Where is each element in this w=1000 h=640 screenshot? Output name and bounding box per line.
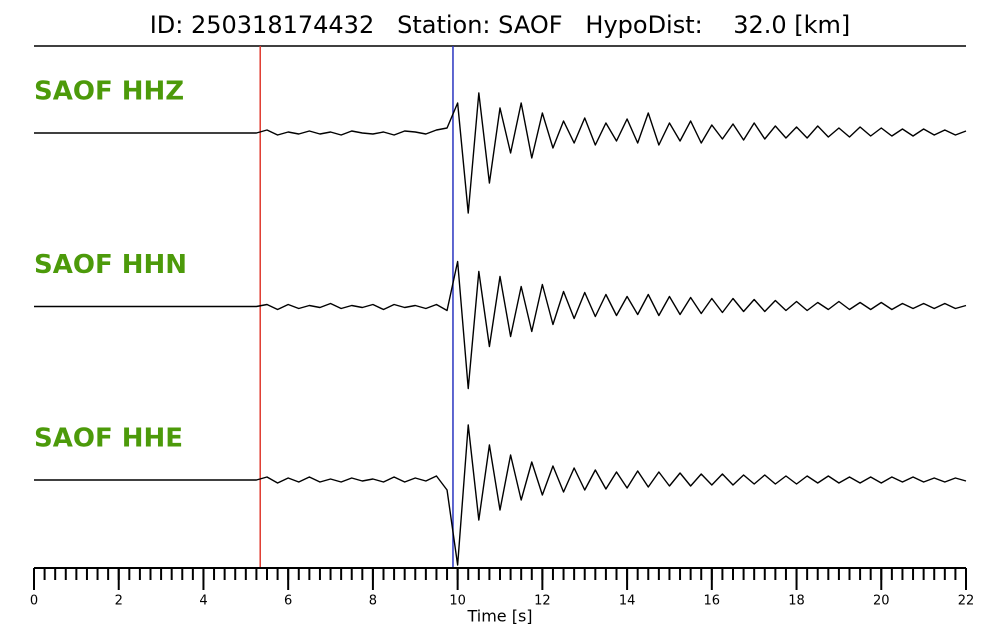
x-tick-label: 22 [958, 594, 975, 609]
x-tick-label: 6 [284, 594, 292, 609]
x-tick-label: 4 [199, 594, 207, 609]
x-axis-label: Time [s] [466, 607, 532, 626]
waveform [34, 424, 967, 566]
x-tick-label: 2 [115, 594, 123, 609]
x-tick-label: 18 [788, 594, 805, 609]
x-tick-label: 20 [873, 594, 890, 609]
waveform [34, 260, 967, 390]
waveform [34, 92, 967, 214]
trace-label: SAOF HHZ [34, 77, 184, 107]
x-tick-label: 10 [449, 594, 466, 609]
x-tick-label: 12 [534, 594, 551, 609]
trace-label: SAOF HHE [34, 424, 183, 454]
x-tick-label: 8 [369, 594, 377, 609]
trace-label: SAOF HHN [34, 250, 187, 280]
chart-title: ID: 250318174432 Station: SAOF HypoDist:… [150, 11, 851, 39]
x-tick-label: 14 [619, 594, 636, 609]
x-tick-label: 16 [704, 594, 721, 609]
x-tick-label: 0 [30, 594, 38, 609]
